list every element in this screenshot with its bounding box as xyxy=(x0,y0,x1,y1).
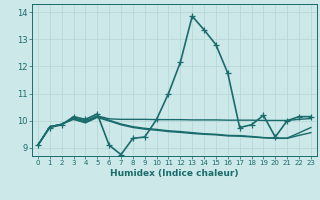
X-axis label: Humidex (Indice chaleur): Humidex (Indice chaleur) xyxy=(110,169,239,178)
